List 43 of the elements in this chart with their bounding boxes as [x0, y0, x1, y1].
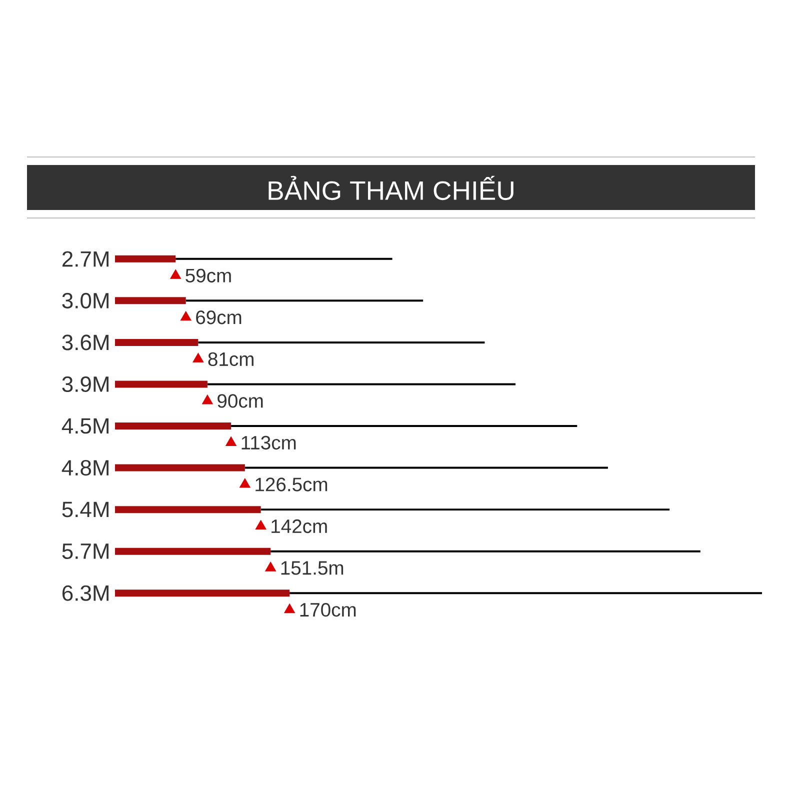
data-label: 90cm — [218, 394, 263, 408]
y-tick-label: 3.0M — [62, 292, 108, 308]
bar — [115, 297, 186, 304]
bar — [115, 548, 271, 555]
point — [170, 269, 182, 279]
point — [202, 394, 213, 404]
bar — [115, 422, 232, 430]
bar — [115, 506, 261, 514]
bar — [115, 255, 176, 262]
y-tick-label: 3.6M — [62, 334, 108, 350]
y-tick-label: 3.9M — [62, 376, 108, 392]
bar — [290, 592, 762, 594]
bar — [231, 425, 578, 428]
bar — [198, 341, 485, 344]
data-label: 81cm — [208, 352, 254, 366]
bar — [176, 258, 392, 260]
point — [192, 352, 204, 362]
bar — [207, 383, 516, 386]
bar — [115, 590, 290, 597]
y-tick-label: 4.8M — [62, 460, 108, 476]
data-label: 113cm — [242, 436, 296, 450]
data-label: 151.5m — [281, 561, 344, 575]
data-label: 126.5cm — [256, 478, 328, 492]
point — [255, 520, 266, 530]
y-tick-label: 4.5M — [62, 418, 108, 434]
point — [284, 604, 296, 614]
point — [265, 562, 276, 572]
y-tick-label: 2.7M — [62, 251, 108, 267]
point — [226, 436, 237, 446]
bar — [115, 464, 245, 472]
y-tick-label: 5.4M — [62, 502, 108, 518]
y-tick-label: 5.7M — [62, 544, 108, 560]
point — [180, 311, 192, 321]
data-label: 170cm — [300, 602, 356, 617]
data-label: 59cm — [186, 268, 231, 282]
bar — [115, 380, 208, 388]
chart-title: BẢNG THAM CHIẾU — [268, 176, 514, 200]
bar — [115, 338, 198, 346]
data-label: 142cm — [272, 519, 327, 534]
point — [239, 478, 250, 488]
y-tick-label: 6.3M — [62, 585, 108, 601]
data-label: 69cm — [196, 310, 242, 324]
bar — [270, 550, 700, 552]
